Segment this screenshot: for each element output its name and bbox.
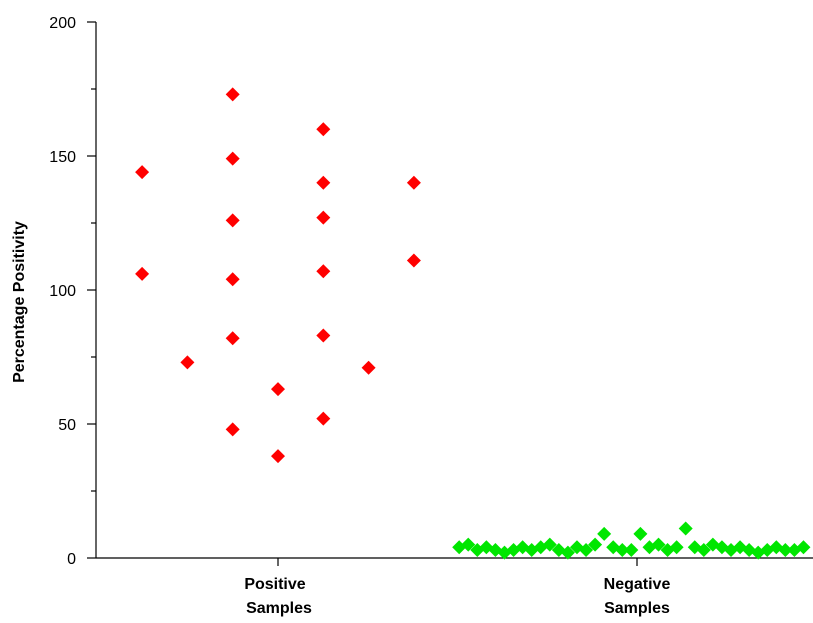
data-point-series0-16 bbox=[316, 411, 331, 426]
y-ticks: 0 50 100 150 200 bbox=[49, 15, 96, 568]
data-point-series0-5 bbox=[225, 213, 240, 228]
data-points bbox=[135, 87, 811, 560]
data-point-series1-25 bbox=[678, 521, 693, 536]
data-point-series0-19 bbox=[406, 253, 421, 268]
data-point-series0-3 bbox=[225, 87, 240, 102]
data-point-series1-24 bbox=[669, 540, 684, 555]
data-point-series1-20 bbox=[633, 526, 648, 541]
data-point-series0-9 bbox=[271, 382, 285, 397]
data-point-series1-15 bbox=[588, 537, 603, 552]
data-point-series1-12 bbox=[560, 545, 575, 560]
y-tick-label-100: 100 bbox=[49, 283, 76, 300]
data-point-series0-13 bbox=[316, 210, 331, 225]
data-point-series0-8 bbox=[225, 422, 240, 437]
data-point-series1-36 bbox=[778, 542, 793, 557]
data-point-series0-0 bbox=[135, 165, 150, 180]
data-point-series0-10 bbox=[271, 449, 285, 464]
category-label-positive-line1: Positive bbox=[244, 576, 305, 593]
data-point-series0-15 bbox=[316, 328, 331, 343]
data-point-series1-1 bbox=[461, 537, 476, 552]
data-point-series0-14 bbox=[316, 264, 331, 279]
data-point-series0-2 bbox=[180, 355, 195, 370]
axes bbox=[95, 22, 813, 566]
data-point-series1-19 bbox=[624, 542, 639, 557]
data-point-series0-18 bbox=[406, 175, 421, 190]
data-point-series0-4 bbox=[225, 151, 240, 166]
data-point-series0-6 bbox=[225, 272, 240, 287]
data-point-series1-18 bbox=[615, 542, 630, 557]
data-point-series0-11 bbox=[316, 122, 331, 137]
y-tick-label-200: 200 bbox=[49, 15, 76, 32]
y-tick-label-150: 150 bbox=[49, 149, 76, 166]
data-point-series1-22 bbox=[651, 537, 666, 552]
data-point-series1-10 bbox=[542, 537, 557, 552]
category-label-positive-line2: Samples bbox=[246, 600, 312, 617]
data-point-series1-16 bbox=[597, 526, 612, 541]
data-point-series1-38 bbox=[796, 540, 811, 555]
y-tick-label-0: 0 bbox=[67, 551, 76, 568]
data-point-series1-14 bbox=[579, 542, 594, 557]
category-label-negative-line1: Negative bbox=[604, 576, 671, 593]
y-tick-label-50: 50 bbox=[58, 417, 76, 434]
data-point-series0-1 bbox=[135, 266, 150, 281]
data-point-series0-17 bbox=[361, 360, 376, 375]
data-point-series0-12 bbox=[316, 175, 331, 190]
data-point-series0-7 bbox=[225, 331, 240, 346]
y-axis-title: Percentage Positivity bbox=[11, 221, 28, 383]
category-label-negative-line2: Samples bbox=[604, 600, 670, 617]
data-point-series1-27 bbox=[696, 542, 711, 557]
